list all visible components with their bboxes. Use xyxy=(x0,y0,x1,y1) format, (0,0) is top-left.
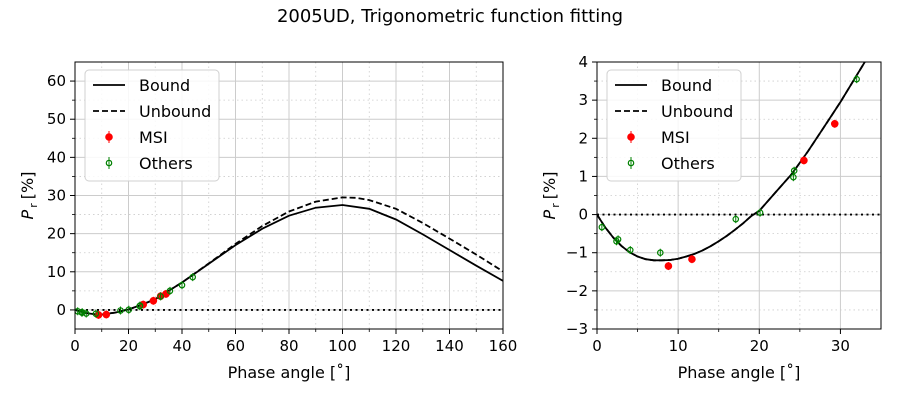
chart-1-legend-label-unbound: Unbound xyxy=(661,102,733,121)
chart-0-point-others xyxy=(136,302,144,309)
chart-panel-right: 0 10 20 30 −3 −2 −1 0 1 2 3 4 Phase angle [˚] Pr[%] Bo… xyxy=(540,53,882,382)
chart-1-point-msi xyxy=(830,119,839,128)
chart-0-x-tick-label: 80 xyxy=(279,337,298,355)
chart-1-point-others xyxy=(626,246,634,254)
chart-1-legend-label-msi: MSI xyxy=(661,128,690,147)
chart-panel-left: 0 20 40 60 80 100 120 140 160 0 10 20 30 40 50 60 Phase … xyxy=(18,61,518,382)
chart-0-y-tick-label: 20 xyxy=(47,225,66,243)
chart-0-x-tick-label: 40 xyxy=(172,337,191,355)
chart-1-legend-label-bound: Bound xyxy=(661,76,712,95)
chart-0-legend-marker-others xyxy=(105,159,113,167)
chart-0-point-others xyxy=(189,273,197,281)
chart-1-legend-marker-msi xyxy=(627,133,635,141)
chart-0-y-tick-label: 10 xyxy=(47,263,66,281)
chart-0-x-tick-label: 20 xyxy=(119,337,138,355)
chart-1-y-tick-label: 2 xyxy=(578,129,588,147)
chart-1-point-others xyxy=(790,173,797,181)
chart-0-point-msi xyxy=(139,300,148,309)
chart-1-y-tick-label: 0 xyxy=(578,206,588,224)
chart-0-legend-marker-msi xyxy=(105,133,113,141)
chart-1-x-tick-label: 0 xyxy=(592,337,602,355)
chart-1-plot-area xyxy=(597,62,866,271)
chart-0-point-others xyxy=(79,309,86,316)
chart-1-y-tick-label: 4 xyxy=(578,53,588,71)
chart-1-point-msi xyxy=(688,255,696,263)
chart-0-point-others xyxy=(125,306,133,314)
chart-1-series-line-unbound xyxy=(597,62,866,262)
chart-0-legend-box xyxy=(84,69,220,182)
chart-1-point-others xyxy=(732,215,740,223)
chart-0-x-tick-label: 0 xyxy=(70,337,80,355)
chart-0-x-tick-label: 140 xyxy=(435,337,464,355)
chart-1-x-axis-label: Phase angle [˚] xyxy=(678,363,801,382)
chart-1-x-tick-label: 10 xyxy=(669,337,688,355)
chart-0-y-axis-label: Pr[%] xyxy=(18,172,40,220)
chart-0-legend-label-others: Others xyxy=(139,154,193,173)
chart-1-point-msi xyxy=(800,156,808,165)
chart-0-y-tick-label: 40 xyxy=(47,148,66,166)
chart-1-y-tick-label: −1 xyxy=(566,244,588,262)
chart-1-legend-marker-others xyxy=(627,159,635,167)
chart-0-legend: Bound Unbound MSI Others xyxy=(84,69,220,182)
chart-1-y-tick-label: −3 xyxy=(566,320,588,338)
chart-0-point-msi xyxy=(149,296,158,305)
chart-0-legend-label-bound: Bound xyxy=(139,76,190,95)
chart-1-point-others xyxy=(656,249,664,257)
chart-1-legend-label-others: Others xyxy=(661,154,715,173)
chart-0-y-tick-label: 60 xyxy=(47,72,66,90)
chart-0-y-tick-label: 30 xyxy=(47,187,66,205)
figure-title: 2005UD, Trigonometric function fitting xyxy=(277,6,623,27)
chart-0-point-msi xyxy=(102,310,111,319)
chart-1-y-tick-label: 3 xyxy=(578,91,588,109)
chart-0-x-tick-label: 100 xyxy=(328,337,357,355)
chart-1-point-others xyxy=(756,209,764,216)
chart-1-point-others xyxy=(598,223,606,231)
chart-0-plot-area xyxy=(75,196,503,319)
chart-0-y-tick-label: 0 xyxy=(56,301,66,319)
chart-1-y-tick-label: −2 xyxy=(566,282,588,300)
chart-1-x-tick-label: 20 xyxy=(750,337,769,355)
chart-0-point-others xyxy=(82,310,90,317)
chart-1-point-others xyxy=(853,75,860,83)
chart-1-legend: Bound Unbound MSI Others xyxy=(606,69,742,182)
chart-0-point-others xyxy=(157,293,164,300)
chart-1-point-msi xyxy=(664,262,673,270)
chart-1-point-others xyxy=(613,237,620,245)
chart-0-point-others xyxy=(117,307,124,314)
chart-0-point-others xyxy=(166,287,174,295)
chart-1-y-tick-label: 1 xyxy=(578,167,588,185)
chart-1-point-others xyxy=(614,236,622,243)
chart-0-y-tick-label: 50 xyxy=(47,110,66,128)
chart-0-point-others xyxy=(92,310,100,318)
chart-0-series-line-unbound xyxy=(75,196,503,316)
chart-0-x-tick-label: 120 xyxy=(382,337,411,355)
chart-0-legend-label-unbound: Unbound xyxy=(139,102,211,121)
chart-1-legend-box xyxy=(606,69,742,182)
chart-0-point-others xyxy=(178,281,186,289)
chart-0-x-axis-label: Phase angle [˚] xyxy=(228,363,351,382)
chart-1-point-others xyxy=(790,167,798,175)
chart-1-x-tick-label: 30 xyxy=(831,337,850,355)
chart-0-x-tick-label: 60 xyxy=(226,337,245,355)
chart-0-legend-label-msi: MSI xyxy=(139,128,168,147)
chart-0-x-tick-label: 160 xyxy=(489,337,518,355)
chart-1-y-axis-label: Pr[%] xyxy=(540,172,562,220)
